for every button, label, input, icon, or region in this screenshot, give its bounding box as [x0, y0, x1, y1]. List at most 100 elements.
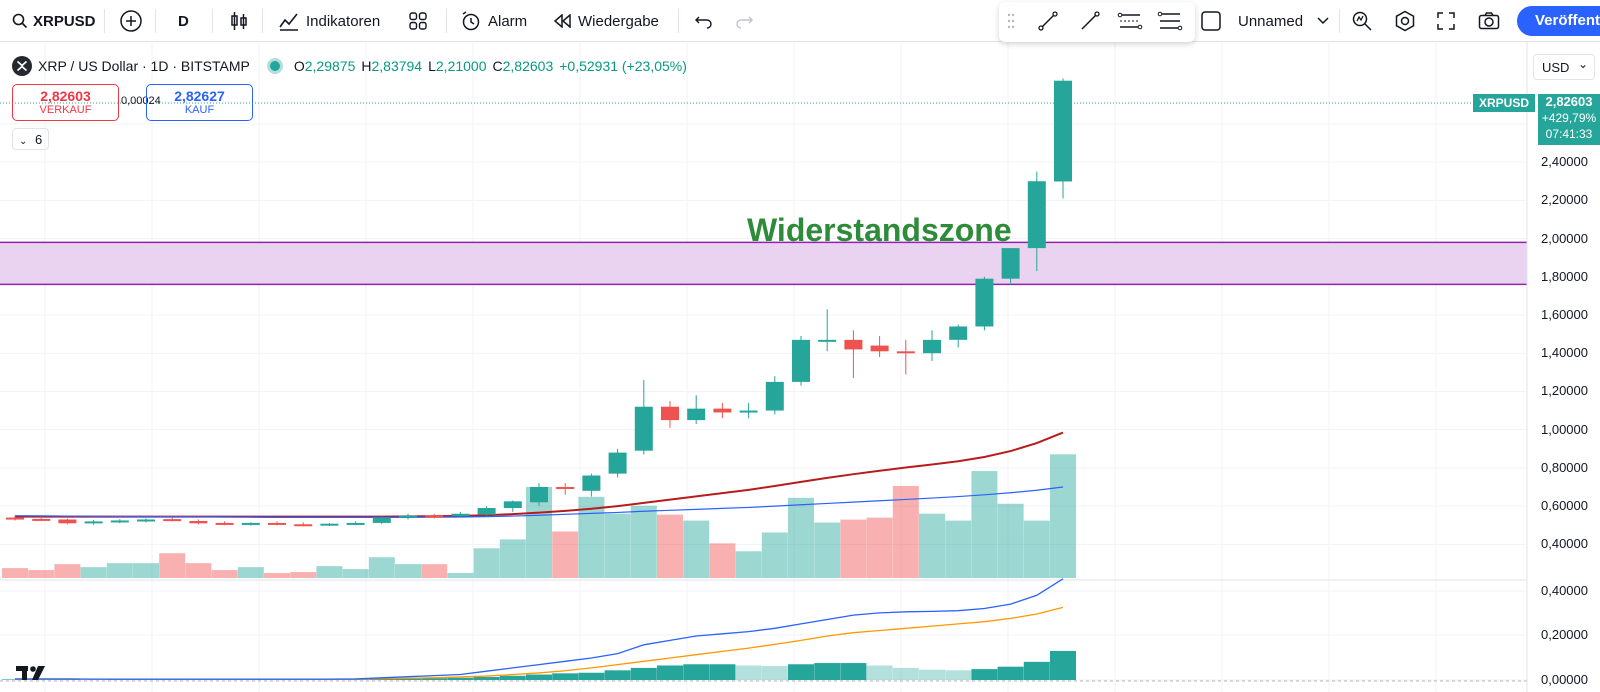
- tradingview-logo[interactable]: [16, 662, 52, 688]
- sell-price: 2,82603: [40, 88, 91, 104]
- volume-bar: [80, 567, 107, 578]
- redo-button[interactable]: [734, 0, 754, 42]
- symbol-title[interactable]: XRP / US Dollar · 1D · BITSTAMP: [38, 58, 250, 74]
- high-value: 2,83794: [371, 58, 423, 74]
- volume-bar: [499, 539, 526, 578]
- candle-body: [949, 326, 968, 340]
- volume-bar: [421, 564, 448, 578]
- undo-button[interactable]: [694, 0, 714, 42]
- indicator-histogram-bar: [814, 663, 841, 680]
- interval-button[interactable]: D: [178, 12, 189, 30]
- alarm-label: Alarm: [488, 12, 528, 30]
- indicator-histogram-bar: [395, 678, 421, 680]
- indicator-histogram-bar: [919, 669, 945, 680]
- replay-button[interactable]: Wiedergabe: [554, 0, 659, 42]
- templates-button[interactable]: [408, 0, 428, 42]
- quick-search-button[interactable]: [1351, 0, 1373, 42]
- volume-bar: [919, 513, 945, 578]
- volume-bar: [814, 522, 841, 578]
- buy-button[interactable]: 2,82627 KAUF: [146, 84, 253, 121]
- candle-body: [503, 501, 522, 509]
- price-axis-label: 0,60000: [1541, 498, 1588, 514]
- drag-handle[interactable]: [1007, 0, 1015, 42]
- last-price: 2,82603: [1545, 94, 1593, 109]
- ray-tool[interactable]: [1079, 0, 1101, 42]
- price-axis-label: 2,00000: [1541, 230, 1588, 246]
- layout-name-button[interactable]: Unnamed: [1238, 0, 1329, 42]
- indicator-histogram-bar: [499, 675, 526, 680]
- candle-body: [137, 519, 155, 522]
- chevron-down-icon: ⌄: [19, 136, 28, 147]
- alarm-button[interactable]: Alarm: [460, 0, 527, 42]
- indicator-histogram-bar: [473, 676, 500, 680]
- candles-icon: [231, 12, 247, 30]
- candle-body: [582, 475, 601, 491]
- volume-bar: [683, 520, 710, 578]
- settings-button[interactable]: [1394, 0, 1416, 42]
- indicator-axis-label: 0,00000: [1541, 672, 1588, 687]
- grid-icon: [409, 12, 427, 30]
- candle-body: [451, 513, 470, 517]
- select-layout-checkbox[interactable]: [1200, 0, 1222, 42]
- trend-line-tool[interactable]: [1037, 0, 1059, 42]
- currency-select[interactable]: USD ⌄: [1533, 54, 1595, 80]
- fib-tool[interactable]: [1157, 0, 1183, 42]
- indicator-axis-label: 0,20000: [1541, 627, 1588, 642]
- channel-tool[interactable]: [1117, 0, 1143, 42]
- volume-bar: [1023, 520, 1050, 578]
- indicator-histogram-bar: [447, 677, 474, 680]
- indicator-histogram-bar: [788, 664, 814, 680]
- candle-body: [870, 345, 889, 352]
- candle-body: [792, 339, 810, 382]
- collapse-indicators-button[interactable]: ⌄ 6: [12, 128, 49, 150]
- volume-bar: [368, 557, 395, 578]
- xrp-logo-icon: [12, 56, 32, 76]
- indicator-histogram-bar: [657, 665, 683, 680]
- volume-bar: [552, 531, 579, 578]
- candle-body: [634, 406, 653, 451]
- candle-body: [477, 508, 496, 515]
- volume-bar: [735, 551, 762, 578]
- currency-value: USD: [1542, 60, 1570, 75]
- symbol-search[interactable]: XRPUSD: [12, 0, 96, 42]
- bar-countdown: 07:41:33: [1545, 127, 1593, 141]
- volume-bar: [395, 564, 421, 578]
- change-percent: +429,79%: [1541, 111, 1597, 125]
- last-price-badge: 2,82603 +429,79% 07:41:33: [1538, 94, 1600, 145]
- indicator-histogram-bar: [709, 664, 736, 680]
- fullscreen-icon: [1437, 12, 1455, 30]
- volume-bar: [1050, 454, 1076, 578]
- undo-icon: [695, 16, 712, 29]
- candle-body: [687, 408, 706, 421]
- candle-body: [32, 518, 51, 521]
- chart-type-button[interactable]: [228, 0, 250, 42]
- trend-line-icon: [1038, 11, 1058, 31]
- indicator-histogram-bar: [552, 673, 579, 680]
- candle-body: [189, 521, 208, 524]
- snapshot-button[interactable]: [1478, 0, 1500, 42]
- spread-value: 0,00024: [121, 95, 161, 107]
- indicators-label: Indikatoren: [306, 12, 381, 30]
- indicator-histogram-bar: [630, 667, 657, 680]
- price-axis-bg: [1527, 42, 1600, 692]
- fullscreen-button[interactable]: [1436, 0, 1456, 42]
- resistance-zone-label: Widerstandszone: [747, 212, 1012, 248]
- indicator-histogram-bar: [761, 666, 788, 680]
- indicators-button[interactable]: Indikatoren: [278, 0, 380, 42]
- volume-bar: [892, 485, 919, 578]
- candle-body: [739, 410, 758, 413]
- publish-button[interactable]: Veröffentlichen: [1517, 6, 1600, 36]
- volume-bar: [106, 563, 133, 578]
- candle-body: [1054, 80, 1072, 182]
- high-label: H: [361, 58, 372, 74]
- candle-body: [556, 487, 575, 489]
- candle-body: [844, 339, 863, 350]
- candle-body: [58, 519, 77, 524]
- chart-legend: XRP / US Dollar · 1D · BITSTAMP O2,29875…: [12, 56, 687, 76]
- fib-retracement-icon: [1157, 11, 1183, 31]
- volume-bar: [971, 471, 998, 578]
- compare-symbol-button[interactable]: [119, 0, 143, 42]
- layout-name: Unnamed: [1238, 12, 1304, 30]
- sell-button[interactable]: 2,82603 VERKAUF: [12, 84, 119, 121]
